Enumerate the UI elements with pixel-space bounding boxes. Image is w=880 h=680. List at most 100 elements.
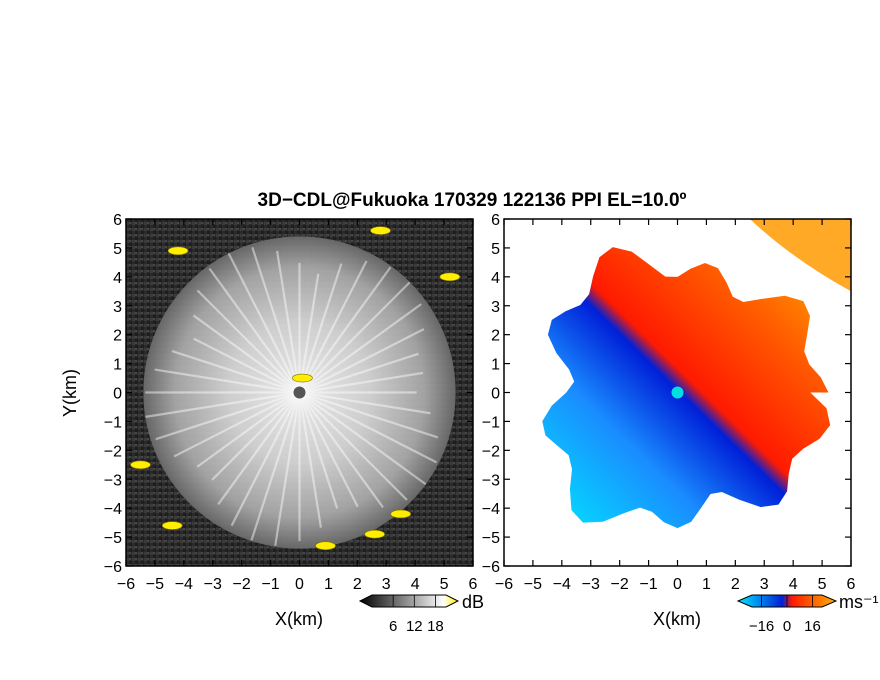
beam-spoke	[192, 314, 301, 394]
reflectivity-panel: −6 −5 −4 −3 −2 −1 0 1 2 3 4 5 6 −6 −5 −4 −3 −2 −1 0 1 2 3 4 5 6 X…	[60, 212, 478, 629]
chart-title: 3D−CDL@Fukuoka 170329 122136 PPI EL=10.0…	[258, 190, 687, 211]
beam-spoke	[298, 273, 320, 393]
beam-spoke	[217, 391, 301, 505]
x-tick-label: −4	[175, 576, 193, 593]
y-tick-label: 6	[113, 212, 122, 229]
y-tick-label: −4	[104, 501, 122, 518]
y-tick-label: 0	[113, 386, 122, 403]
y-tick-label: −4	[482, 501, 500, 518]
x-tick-label: 0	[295, 576, 304, 593]
strong-echo	[130, 460, 151, 470]
beam-spoke	[298, 263, 343, 393]
beam-spoke	[299, 328, 425, 394]
x-tick-label: 2	[353, 576, 362, 593]
beam-spoke	[298, 303, 422, 394]
reflectivity-ticks: −6 −5 −4 −3 −2 −1 0 1 2 3 4 5 6 −6 −5 −4 −3 −2 −1 0 1 2 3 4 5 6	[104, 212, 478, 593]
x-tick-label: 4	[411, 576, 420, 593]
x-tick-label: −4	[553, 576, 571, 593]
beam-spoke	[227, 252, 301, 393]
velocity-panel: −6 −5 −4 −3 −2 −1 0 1 2 3 4 5 6 −6 −5 −4 −3 −2 −1 0 1 2 3 4 5 6 X…	[482, 212, 856, 629]
beam-spoke	[274, 392, 301, 546]
x-tick-label: −6	[495, 576, 513, 593]
x-tick-label: 3	[382, 576, 391, 593]
y-tick-label: 4	[491, 270, 500, 287]
radar-site-marker	[293, 386, 306, 399]
x-tick-label: 5	[818, 576, 827, 593]
x-tick-label: 5	[440, 576, 449, 593]
x-tick-label: −2	[611, 576, 629, 593]
y-tick-label: 2	[113, 328, 122, 345]
strong-echo	[439, 272, 461, 282]
colorbar-tick-label: 16	[804, 618, 821, 635]
y-tick-label: 6	[491, 212, 500, 229]
beam-spoke	[299, 391, 438, 464]
velocity-far-field	[749, 219, 851, 292]
reflectivity-colorbar-unit: dB	[462, 592, 484, 612]
beam-spoke	[154, 368, 300, 394]
beam-spoke	[299, 391, 439, 439]
y-tick-label: −2	[482, 443, 500, 460]
x-tick-label: −6	[117, 576, 135, 593]
x-tick-label: −5	[524, 576, 542, 593]
velocity-colorbar: −16 0 16 ms⁻¹	[736, 592, 879, 635]
colorbar-tick-label: 6	[389, 618, 397, 635]
beam-spoke	[145, 391, 300, 418]
beam-spoke	[298, 266, 392, 394]
beam-spoke	[211, 391, 301, 481]
beam-spoke	[230, 392, 301, 527]
x-tick-label: 4	[789, 576, 798, 593]
beam-spoke	[299, 391, 431, 415]
beam-spoke	[298, 391, 427, 486]
velocity-field	[542, 247, 831, 529]
beam-spoke	[250, 392, 301, 541]
strong-echoes	[130, 226, 461, 551]
beam-spoke	[298, 392, 359, 508]
reflectivity-xlabel: X(km)	[275, 609, 323, 629]
y-tick-label: 3	[113, 299, 122, 316]
y-tick-label: 2	[491, 328, 500, 345]
beam-spoke	[299, 352, 419, 394]
strong-echo	[167, 246, 189, 256]
strong-echo	[364, 529, 385, 539]
velocity-colorbar-unit: ms⁻¹	[839, 592, 879, 612]
beam-spoke	[173, 391, 300, 458]
x-tick-label: 6	[847, 576, 856, 593]
y-tick-label: 5	[491, 241, 500, 258]
reflectivity-ylabel: Y(km)	[60, 369, 80, 417]
y-tick-label: −6	[104, 559, 122, 576]
x-tick-label: −3	[204, 576, 222, 593]
colorbar-tick-label: −16	[749, 618, 774, 635]
x-tick-label: 1	[324, 576, 333, 593]
x-tick-label: 1	[702, 576, 711, 593]
colorbar-tick-label: 12	[406, 618, 423, 635]
x-tick-label: 0	[673, 576, 682, 593]
beam-spoke	[299, 371, 424, 394]
colorbar-tick-label: 18	[427, 618, 444, 635]
strong-echo	[390, 509, 412, 519]
y-tick-label: −1	[482, 414, 500, 431]
beam-spoke	[298, 391, 384, 509]
beam-spoke	[196, 289, 301, 394]
x-tick-label: 2	[731, 576, 740, 593]
radar-site-marker	[671, 386, 684, 399]
y-tick-label: 4	[113, 270, 122, 287]
strong-echo	[292, 373, 313, 383]
strong-echo	[315, 541, 336, 551]
y-tick-label: −5	[482, 530, 500, 547]
colorbar-tick-label: 0	[783, 618, 791, 635]
x-tick-label: −5	[146, 576, 164, 593]
beam-spoke	[298, 392, 339, 509]
beam-spoke	[171, 350, 300, 394]
beam-spoke	[298, 260, 368, 393]
x-tick-label: −3	[582, 576, 600, 593]
beam-spoke	[208, 267, 301, 394]
beam-spoke	[251, 246, 301, 393]
y-tick-label: 3	[491, 299, 500, 316]
y-tick-label: 1	[113, 357, 122, 374]
strong-echo	[161, 521, 183, 530]
y-tick-label: 5	[113, 241, 122, 258]
y-tick-label: −2	[104, 443, 122, 460]
reflectivity-colorbar: 6 12 18 dB	[358, 592, 484, 635]
velocity-xlabel: X(km)	[653, 609, 701, 629]
y-tick-label: −6	[482, 559, 500, 576]
